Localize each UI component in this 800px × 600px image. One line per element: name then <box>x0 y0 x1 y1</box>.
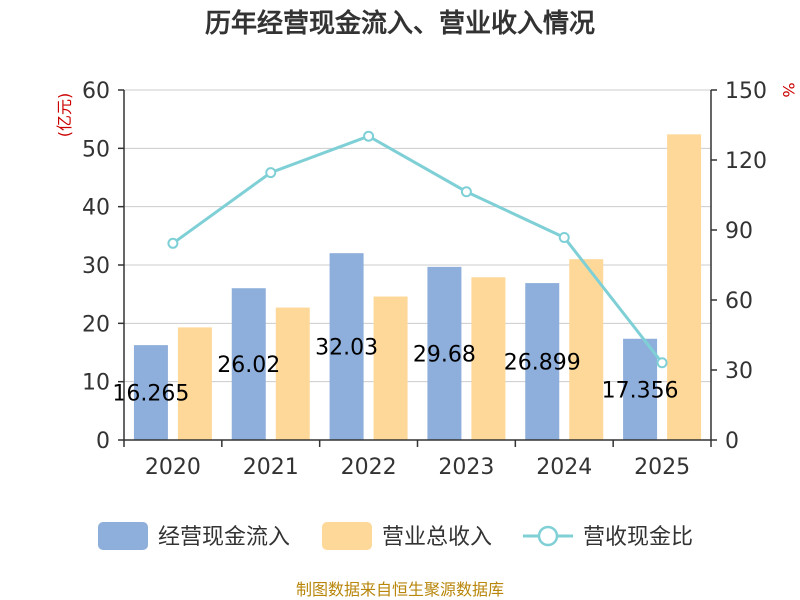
cash-inflow-value-label: 17.356 <box>602 378 679 403</box>
data-source-note: 制图数据来自恒生聚源数据库 <box>296 580 504 599</box>
cash-inflow-bar <box>623 338 658 440</box>
revenue-bar <box>471 277 506 440</box>
x-axis-tick-label: 2021 <box>243 455 299 480</box>
right-axis-tick-label: 120 <box>725 149 767 174</box>
cash-inflow-bar <box>133 345 168 440</box>
legend-swatch-ratio-marker <box>537 525 559 547</box>
legend-label-revenue: 营业总收入 <box>382 525 492 550</box>
left-axis-unit: (亿元) <box>55 93 74 138</box>
ratio-point <box>558 231 570 243</box>
cash-inflow-value-label: 26.02 <box>217 353 280 378</box>
ratio-point <box>656 357 668 369</box>
left-axis-tick-label: 30 <box>82 254 110 279</box>
cash-inflow-value-label: 32.03 <box>315 336 378 361</box>
ratio-point <box>460 186 472 198</box>
left-axis-tick-label: 40 <box>82 196 110 221</box>
ratio-line-series <box>167 130 668 369</box>
cash-inflow-value-label: 29.68 <box>413 342 476 367</box>
cash-inflow-value-label: 16.265 <box>112 382 189 407</box>
legend-label-ratio: 营收现金比 <box>583 525 693 550</box>
revenue-bar <box>373 296 408 440</box>
legend-swatch-revenue <box>322 522 372 550</box>
x-axis-tick-label: 2023 <box>438 455 494 480</box>
cash-inflow-bar <box>427 266 462 440</box>
right-axis-tick-label: 60 <box>725 289 753 314</box>
x-axis-tick-label: 2022 <box>341 455 397 480</box>
legend: 经营现金流入 营业总收入 营收现金比 <box>98 522 693 550</box>
ratio-point <box>363 130 375 142</box>
revenue-bar <box>569 259 604 440</box>
revenue-bar <box>275 307 310 440</box>
bar-series <box>133 134 702 441</box>
chart-title: 历年经营现金流入、营业收入情况 <box>205 8 595 39</box>
grid-lines <box>124 89 711 383</box>
bar-data-labels: 16.265 26.02 32.03 29.68 26.899 17.356 <box>112 336 678 407</box>
legend-swatch-cash-inflow <box>98 522 148 550</box>
left-axis-tick-label: 10 <box>82 371 110 396</box>
left-axis-tick-label: 60 <box>82 79 110 104</box>
cash-inflow-bar <box>231 288 266 440</box>
legend-label-cash-inflow: 经营现金流入 <box>158 525 290 550</box>
cash-inflow-bar <box>525 283 560 440</box>
right-axis-unit: % <box>779 82 798 97</box>
left-axis-tick-label: 20 <box>82 312 110 337</box>
right-axis-tick-label: 30 <box>725 359 753 384</box>
x-axis-tick-label: 2024 <box>536 455 592 480</box>
revenue-bar <box>177 327 212 440</box>
ratio-point <box>265 167 277 179</box>
revenue-bar <box>667 134 702 441</box>
right-axis-tick-label: 150 <box>725 79 767 104</box>
x-axis-tick-label: 2025 <box>634 455 690 480</box>
x-axis-tick-label: 2020 <box>145 455 201 480</box>
left-axis-tick-label: 0 <box>96 429 110 454</box>
right-axis-tick-label: 90 <box>725 219 753 244</box>
ratio-line <box>172 134 664 364</box>
right-axis-tick-label: 0 <box>725 429 739 454</box>
axes: 0 10 20 30 40 50 60 0 30 60 90 120 150 2020 2021 2022 20… <box>82 79 767 480</box>
cash-inflow-value-label: 26.899 <box>504 351 581 376</box>
cash-inflow-bar <box>329 253 364 440</box>
left-axis-tick-label: 50 <box>82 137 110 162</box>
ratio-point <box>167 237 179 249</box>
